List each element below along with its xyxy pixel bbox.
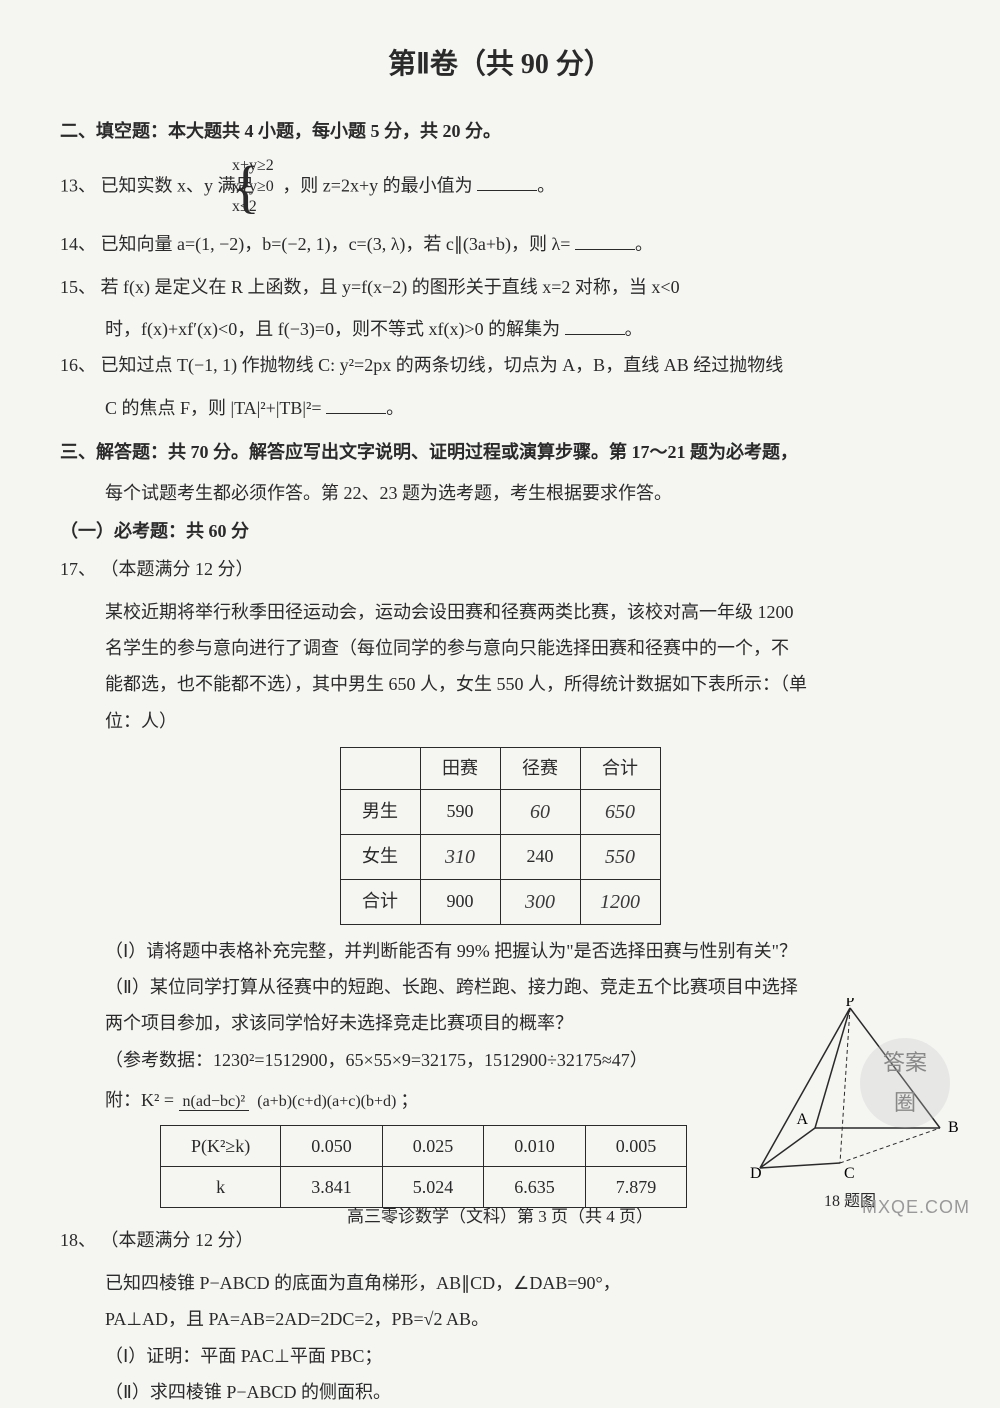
k-row1-label: P(K²≥k) bbox=[161, 1125, 281, 1166]
q16-line2: C 的焦点 F，则 |TA|²+|TB|²= bbox=[105, 398, 322, 418]
cell: 0.005 bbox=[585, 1125, 687, 1166]
q14-num: 14、 bbox=[60, 234, 96, 254]
q17-table: 田赛 径赛 合计 男生 590 60 650 女生 310 240 550 合计… bbox=[340, 747, 661, 924]
fig-label-d: D bbox=[750, 1165, 762, 1178]
fig-label-b: B bbox=[948, 1119, 959, 1136]
cell: 0.010 bbox=[484, 1125, 586, 1166]
row-label: 男生 bbox=[340, 789, 420, 834]
formula-label: 附：K² = bbox=[105, 1090, 174, 1110]
question-14: 14、 已知向量 a=(1, −2)，b=(−2, 1)，c=(3, λ)，若 … bbox=[60, 228, 940, 260]
q18-sub1: （Ⅰ）证明：平面 PAC⊥平面 PBC； bbox=[60, 1340, 700, 1372]
q17-p2: 名学生的参与意向进行了调查（每位同学的参与意向只能选择田赛和径赛中的一个，不 bbox=[60, 632, 940, 664]
q14-text: 已知向量 a=(1, −2)，b=(−2, 1)，c=(3, λ)，若 c∥(3… bbox=[101, 234, 571, 254]
cell-handwritten: 310 bbox=[420, 834, 500, 879]
q18-p1: 已知四棱锥 P−ABCD 的底面为直角梯形，AB∥CD，∠DAB=90°， bbox=[60, 1267, 700, 1299]
q18-p2: PA⊥AD，且 PA=AB=2AD=2DC=2，PB=√2 AB。 bbox=[60, 1303, 700, 1335]
cell-handwritten: 300 bbox=[500, 879, 580, 924]
question-15: 15、 若 f(x) 是定义在 R 上函数，且 y=f(x−2) 的图形关于直线… bbox=[60, 271, 940, 303]
cell: 900 bbox=[420, 879, 500, 924]
cell-handwritten: 650 bbox=[580, 789, 660, 834]
q17-score: （本题满分 12 分） bbox=[101, 559, 254, 579]
q18-sub2: （Ⅱ）求四棱锥 P−ABCD 的侧面积。 bbox=[60, 1376, 700, 1408]
page-footer: 高三零诊数学（文科）第 3 页（共 4 页） bbox=[0, 1202, 1000, 1233]
row-label: 女生 bbox=[340, 834, 420, 879]
th-track: 径赛 bbox=[500, 748, 580, 789]
q15-line1: 若 f(x) 是定义在 R 上函数，且 y=f(x−2) 的图形关于直线 x=2… bbox=[101, 277, 680, 297]
q13-c3: x≤2 bbox=[262, 197, 274, 218]
table-row: 男生 590 60 650 bbox=[340, 789, 660, 834]
cell: 0.050 bbox=[281, 1125, 383, 1166]
th-field: 田赛 bbox=[420, 748, 500, 789]
section-3-header: 三、解答题：共 70 分。解答应写出文字说明、证明过程或演算步骤。第 17～21… bbox=[60, 436, 940, 468]
q17-p3: 能都选，也不能都不选），其中男生 650 人，女生 550 人，所得统计数据如下… bbox=[60, 668, 940, 700]
q16-line2-wrap: C 的焦点 F，则 |TA|²+|TB|²= 。 bbox=[60, 392, 940, 424]
table-row: 女生 310 240 550 bbox=[340, 834, 660, 879]
q17-p1: 某校近期将举行秋季田径运动会，运动会设田赛和径赛两类比赛，该校对高一年级 120… bbox=[60, 596, 940, 628]
table-header-row: 田赛 径赛 合计 bbox=[340, 748, 660, 789]
cell-handwritten: 60 bbox=[500, 789, 580, 834]
fig-label-a: A bbox=[796, 1111, 808, 1128]
q17-num: 17、 bbox=[60, 559, 96, 579]
q15-line2: 时，f(x)+xf′(x)<0，且 f(−3)=0，则不等式 xf(x)>0 的… bbox=[105, 319, 560, 339]
q15-num: 15、 bbox=[60, 277, 96, 297]
q13-c1: x+y≥2 bbox=[262, 156, 274, 177]
cell: 0.025 bbox=[382, 1125, 484, 1166]
q13-c2: x−y≥0 bbox=[262, 177, 274, 198]
section-2-header: 二、填空题：本大题共 4 小题，每小题 5 分，共 20 分。 bbox=[60, 115, 940, 147]
q16-line1: 已知过点 T(−1, 1) 作抛物线 C: y²=2px 的两条切线，切点为 A… bbox=[101, 355, 784, 375]
q13-text-after: ，则 z=2x+y 的最小值为 bbox=[282, 175, 472, 195]
table-row: 合计 900 300 1200 bbox=[340, 879, 660, 924]
q13-num: 13、 bbox=[60, 175, 96, 195]
formula-den: (a+b)(c+d)(a+c)(b+d) bbox=[253, 1093, 400, 1110]
q17-k-table: P(K²≥k) 0.050 0.025 0.010 0.005 k 3.841 … bbox=[160, 1125, 687, 1209]
q18-num: 18、 bbox=[60, 1230, 96, 1250]
formula-num: n(ad−bc)² bbox=[179, 1093, 250, 1111]
q16-blank bbox=[326, 396, 386, 414]
table-row: P(K²≥k) 0.050 0.025 0.010 0.005 bbox=[161, 1125, 687, 1166]
question-13: 13、 已知实数 x、y 满足 { x+y≥2 x−y≥0 x≤2 ，则 z=2… bbox=[60, 156, 940, 218]
q15-line2-wrap: 时，f(x)+xf′(x)<0，且 f(−3)=0，则不等式 xf(x)>0 的… bbox=[60, 313, 940, 345]
cell: 240 bbox=[500, 834, 580, 879]
q17-sub1: （Ⅰ）请将题中表格补充完整，并判断能否有 99% 把握认为"是否选择田赛与性别有… bbox=[60, 935, 940, 967]
row-label: 合计 bbox=[340, 879, 420, 924]
cell-handwritten: 1200 bbox=[580, 879, 660, 924]
q16-num: 16、 bbox=[60, 355, 96, 375]
watermark-bottom: 圈 bbox=[894, 1083, 916, 1123]
watermark-badge: 答案 圈 bbox=[860, 1038, 950, 1128]
fig-label-p: P bbox=[846, 998, 855, 1010]
page-title: 第Ⅱ卷（共 90 分） bbox=[60, 40, 940, 90]
q13-blank bbox=[477, 173, 537, 191]
watermark-top: 答案 bbox=[883, 1043, 927, 1083]
q15-blank bbox=[565, 317, 625, 335]
section-3-header-line2: 每个试题考生都必须作答。第 22、23 题为选考题，考生根据要求作答。 bbox=[60, 477, 940, 509]
th-total: 合计 bbox=[580, 748, 660, 789]
q17-p4: 位：人） bbox=[60, 705, 940, 737]
fig-label-c: C bbox=[844, 1165, 855, 1178]
question-16: 16、 已知过点 T(−1, 1) 作抛物线 C: y²=2px 的两条切线，切… bbox=[60, 349, 940, 381]
q13-text-before: 已知实数 x、y 满足 bbox=[101, 175, 254, 195]
q14-blank bbox=[575, 232, 635, 250]
question-17: 17、 （本题满分 12 分） bbox=[60, 553, 940, 585]
cell-handwritten: 550 bbox=[580, 834, 660, 879]
q13-constraint: { x+y≥2 x−y≥0 x≤2 bbox=[262, 156, 274, 218]
cell: 590 bbox=[420, 789, 500, 834]
th-blank bbox=[340, 748, 420, 789]
sub-header: （一）必考题：共 60 分 bbox=[60, 515, 940, 547]
q18-score: （本题满分 12 分） bbox=[101, 1230, 254, 1250]
